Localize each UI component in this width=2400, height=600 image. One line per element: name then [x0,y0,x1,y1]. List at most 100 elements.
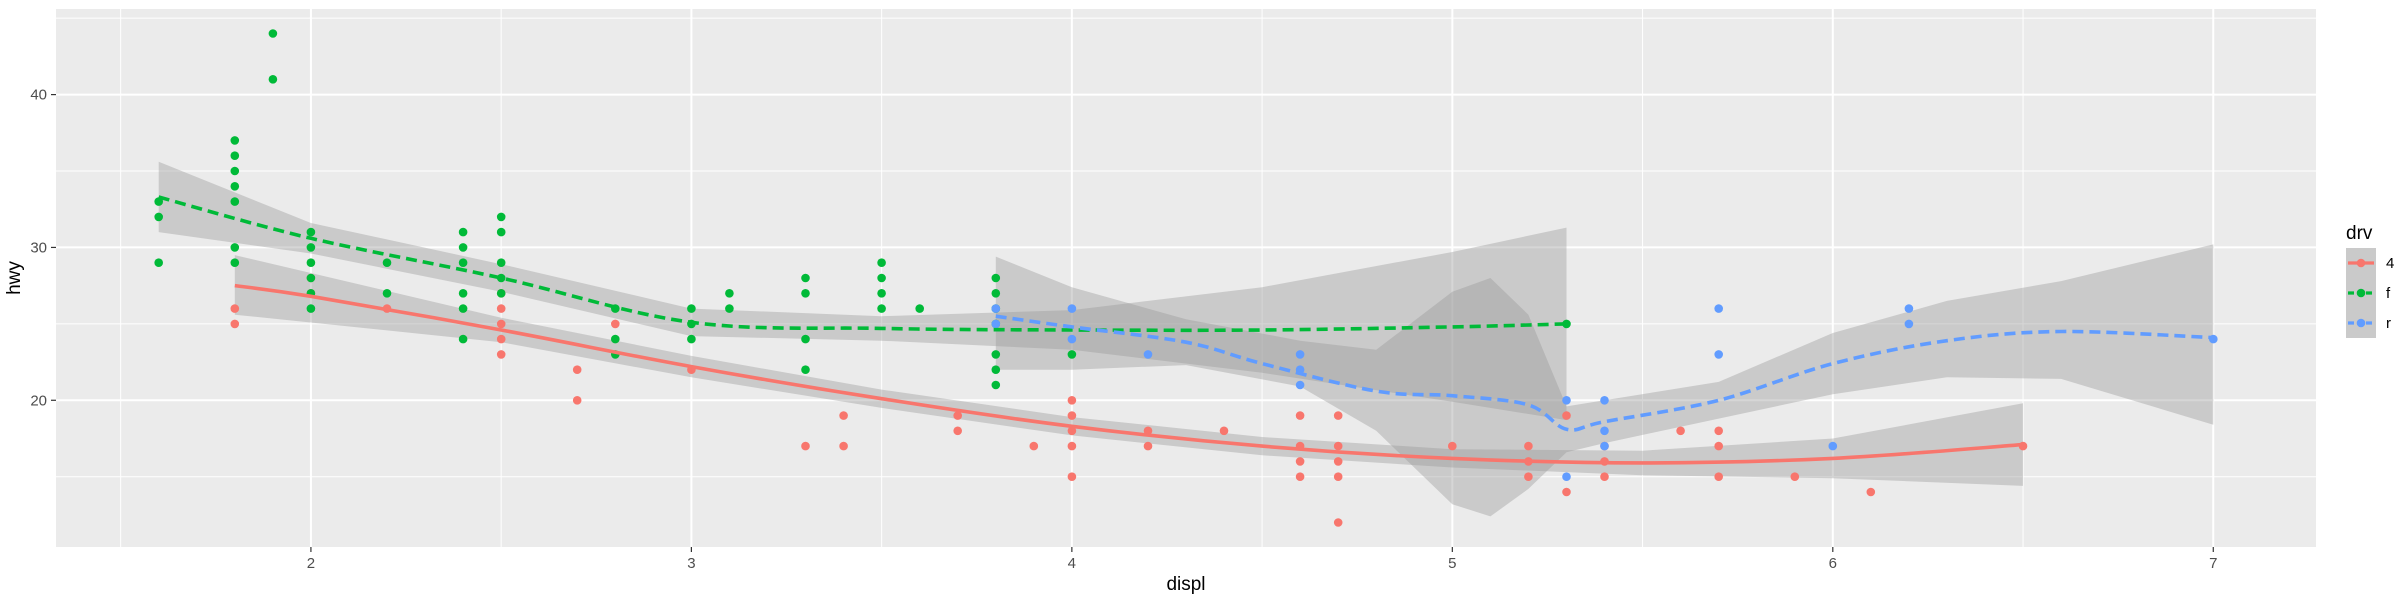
data-point-f [154,258,163,268]
data-point-f [382,258,392,268]
data-point-4 [1790,472,1800,482]
data-point-f [230,136,240,145]
data-point-f [458,334,468,344]
data-point-4 [1562,487,1571,497]
x-axis-ticks: 2 3 4 5 6 7 [307,547,2217,572]
legend: drv 4 fr [2346,223,2394,338]
data-point-f [230,151,240,160]
legend-key-f [2346,278,2376,308]
data-point-f [458,258,468,268]
data-point-f [268,75,278,84]
data-point-f [991,380,1001,390]
data-point-4 [1714,441,1723,451]
data-point-4 [1524,472,1533,482]
data-point-f [877,258,886,268]
data-point-f [687,334,696,344]
data-point-r [1828,441,1838,451]
data-point-4 [1600,472,1609,482]
data-point-f [991,350,1001,359]
data-point-r [1067,334,1077,344]
x-tick-label: 2 [307,555,315,572]
data-point-f [991,273,1001,283]
data-point-4 [1067,411,1077,420]
data-point-4 [1333,518,1343,527]
x-tick-label: 3 [687,555,695,572]
data-point-4 [1219,426,1229,436]
data-point-4 [230,319,240,329]
data-point-r [991,319,1001,329]
data-point-f [458,243,468,252]
data-point-r [1600,441,1609,451]
data-point-r [991,304,1001,313]
x-tick-label: 4 [1068,555,1076,572]
data-point-4 [1067,426,1077,436]
data-point-4 [1029,441,1039,451]
data-point-f [991,365,1001,375]
data-point-4 [1524,441,1533,451]
data-point-f [306,227,316,237]
legend-key-point [2356,318,2366,328]
data-point-4 [496,304,506,313]
data-point-f [915,304,924,313]
data-point-4 [953,411,962,420]
data-point-4 [839,441,848,451]
data-point-4 [572,396,582,405]
y-axis-ticks: 20 30 40 [30,87,56,409]
data-point-4 [496,319,506,329]
data-point-4 [839,411,848,420]
legend-key-point [2356,258,2366,268]
data-point-4 [1714,426,1723,436]
data-point-f [382,289,392,298]
data-point-f [687,304,696,313]
data-point-f [496,227,506,237]
y-tick-label: 40 [30,87,47,104]
legend-label-4: 4 [2386,255,2394,272]
data-point-r [1600,426,1609,436]
data-point-r [1600,396,1609,405]
data-point-4 [1333,472,1343,482]
data-point-4 [1448,441,1457,451]
smooth-lines [158,195,2214,465]
data-point-4 [1067,472,1077,482]
data-point-4 [1295,457,1305,466]
data-point-4 [1295,472,1305,482]
smooth-line-r [995,314,2214,432]
data-point-4 [1067,441,1077,451]
data-point-4 [230,304,240,313]
data-point-r [1714,304,1723,313]
data-point-4 [1676,426,1685,436]
legend-key-4 [2346,248,2376,278]
data-point-4 [1143,426,1153,436]
x-axis-title: displ [1166,574,1205,595]
legend-title: drv [2346,223,2373,244]
data-point-f [877,304,886,313]
data-point-f [801,289,810,298]
data-point-f [877,289,886,298]
data-point-4 [1714,472,1723,482]
confidence-band-4 [234,255,2023,486]
data-point-r [1067,304,1077,313]
data-point-f [268,29,278,38]
legend-key-point [2356,288,2366,298]
data-point-4 [496,350,506,359]
data-point-f [801,273,810,283]
data-point-r [1143,350,1153,359]
data-point-4 [1143,441,1153,451]
data-point-4 [1067,396,1077,405]
data-point-f [230,258,240,268]
data-point-4 [1866,487,1876,497]
x-tick-label: 7 [2209,555,2217,572]
data-point-f [306,258,316,268]
data-point-f [458,289,468,298]
data-point-f [725,304,734,313]
data-point-f [1067,350,1077,359]
data-point-r [1904,319,1914,329]
data-point-f [230,197,240,206]
data-point-4 [1333,411,1343,420]
confidence-band-f [158,161,1567,421]
y-tick-label: 30 [30,239,47,256]
data-point-f [306,304,316,313]
data-point-f [306,243,316,252]
